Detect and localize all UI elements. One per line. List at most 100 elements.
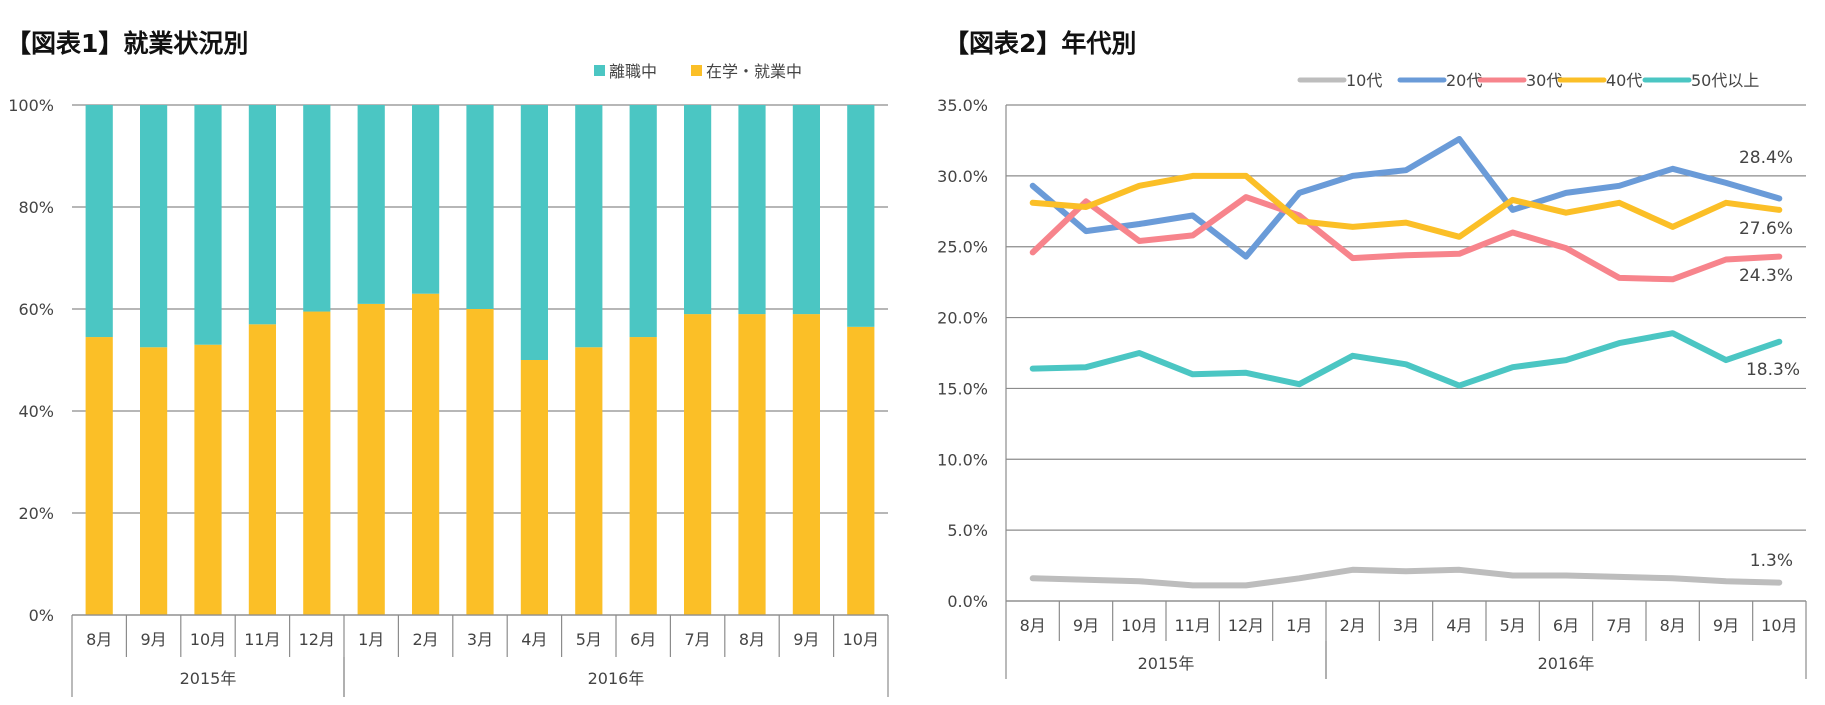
y-tick-label: 15.0% [937,379,988,398]
y-tick-label: 0.0% [947,592,988,611]
y-tick-label: 35.0% [937,96,988,115]
bar-segment [575,105,603,348]
x-tick-label: 8月 [1660,616,1686,635]
bar-segment [792,105,820,315]
y-tick-label: 40% [18,402,54,421]
series-line-40代 [1029,172,1783,240]
legend-swatch [691,65,702,76]
x-tick-label: 4月 [521,630,547,649]
x-tick-label: 11月 [1174,616,1210,635]
x-tick-label: 8月 [739,630,765,649]
legend-label: 在学・就業中 [706,62,802,81]
bar-segment [412,105,440,294]
x-tick-label: 9月 [1713,616,1739,635]
x-tick-label: 9月 [141,630,167,649]
y-tick-label: 10.0% [937,450,988,469]
end-value-label: 18.3% [1746,360,1800,380]
bar-segment [738,105,766,315]
y-tick-label: 30.0% [937,167,988,186]
bar-segment [684,105,712,315]
bar-segment [140,105,168,348]
y-tick-label: 0% [29,606,54,625]
legend-label: 20代 [1446,71,1482,90]
x-tick-label: 11月 [244,630,280,649]
legend-label: 40代 [1606,71,1642,90]
x-tick-label: 12月 [299,630,335,649]
bar-segment [629,337,657,615]
x-tick-label: 10月 [843,630,879,649]
legend-swatch [594,65,605,76]
end-value-label: 24.3% [1739,266,1793,286]
bar-segment [738,314,766,615]
end-value-label: 27.6% [1739,219,1793,239]
chart2-title: 【図表2】年代別 [944,29,1137,58]
x-tick-label: 1月 [1286,616,1312,635]
bar-segment [194,344,222,615]
legend-label: 10代 [1346,71,1382,90]
bar-segment [303,105,331,312]
series-line-10代 [1029,566,1783,589]
y-tick-label: 60% [18,300,54,319]
x-tick-label: 4月 [1446,616,1472,635]
chart1-title: 【図表1】就業状況別 [6,29,249,58]
bar-segment [575,347,603,615]
bar-segment [357,303,385,615]
end-value-label: 1.3% [1750,551,1793,571]
x-tick-label: 2月 [413,630,439,649]
bar-segment [684,314,712,615]
x-tick-label: 10月 [190,630,226,649]
x-tick-label: 8月 [86,630,112,649]
x-tick-label: 1月 [358,630,384,649]
bar-segment [303,311,331,615]
x-tick-label: 10月 [1761,616,1797,635]
x-tick-label: 6月 [1553,616,1579,635]
x-tick-label: 9月 [1073,616,1099,635]
y-tick-label: 80% [18,198,54,217]
x-tick-label: 3月 [467,630,493,649]
x-tick-label: 7月 [1606,616,1632,635]
x-tick-label: 6月 [630,630,656,649]
bar-segment [847,105,875,327]
y-tick-label: 20% [18,504,54,523]
x-tick-label: 10月 [1121,616,1157,635]
bar-segment [792,314,820,615]
x-tick-label: 5月 [1500,616,1526,635]
legend-label: 30代 [1526,71,1562,90]
y-tick-label: 20.0% [937,309,988,328]
bar-segment [85,105,113,338]
bar-segment [248,105,276,325]
year-label: 2015年 [1138,654,1195,673]
bar-segment [466,105,494,309]
y-tick-label: 5.0% [947,521,988,540]
legend-label: 離職中 [609,62,657,81]
bar-segment [357,105,385,304]
bar-segment [140,347,168,615]
chart1-employment-status: 離職中 在学・就業中 0% 20% 40% 60% 80% 100% 8月 9月 10月 11月 12… [8,62,889,697]
series-line-20代 [1029,136,1783,260]
year-label: 2016年 [588,669,645,688]
y-tick-label: 25.0% [937,238,988,257]
series-line-30代 [1029,194,1783,283]
legend-label: 50代以上 [1691,71,1759,90]
x-tick-label: 7月 [685,630,711,649]
y-tick-label: 100% [8,96,54,115]
bar-segment [466,309,494,615]
bar-segment [194,105,222,345]
bar-segment [412,293,440,615]
end-value-label: 28.4% [1739,148,1793,168]
x-tick-label: 5月 [576,630,602,649]
bar-segment [520,360,548,615]
series-line-50代以上 [1029,330,1783,389]
bar-segment [85,337,113,615]
x-tick-label: 3月 [1393,616,1419,635]
x-tick-label: 8月 [1020,616,1046,635]
x-tick-label: 12月 [1228,616,1264,635]
bar-segment [629,105,657,338]
x-tick-label: 2月 [1340,616,1366,635]
bar-segment [520,105,548,360]
x-tick-label: 9月 [793,630,819,649]
bar-segment [248,324,276,615]
bar-segment [847,326,875,615]
year-label: 2016年 [1538,654,1595,673]
